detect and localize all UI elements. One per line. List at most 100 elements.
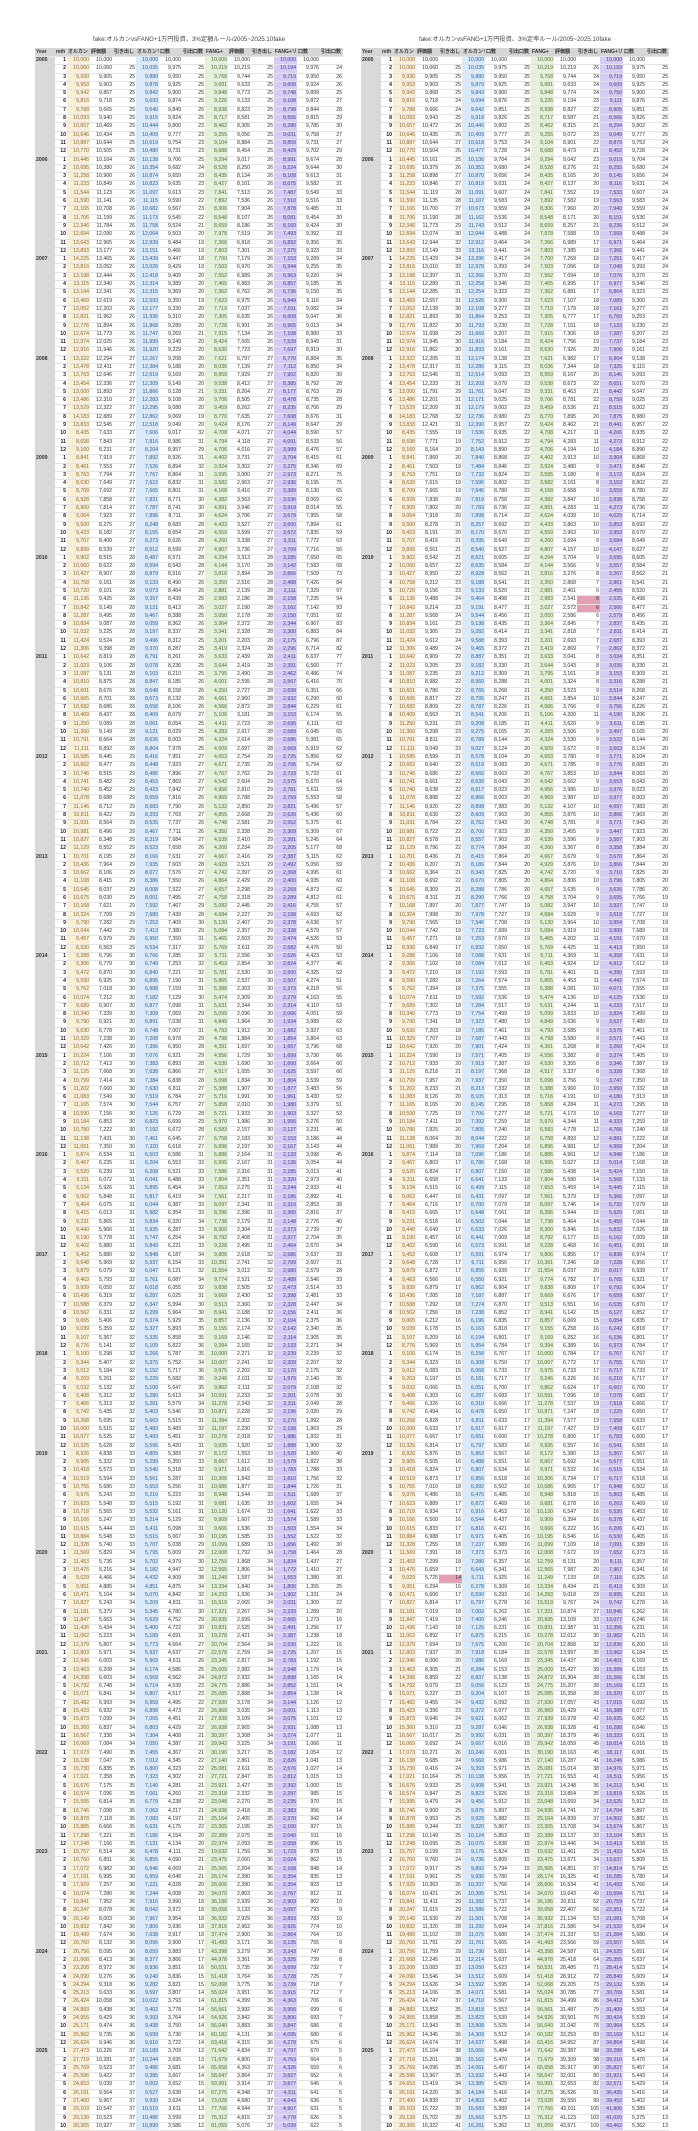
fang-units-cell[interactable]: 1,554	[297, 1525, 320, 1534]
column-header[interactable]: FANG+リ	[274, 48, 297, 57]
year-cell[interactable]	[35, 1242, 55, 1252]
acwi-after-withdrawal-cell[interactable]: 9,642	[462, 106, 485, 116]
column-header[interactable]: オルカンリ	[462, 48, 485, 57]
year-cell[interactable]	[35, 288, 55, 298]
acwi-withdrawn-units-cell[interactable]: 26	[182, 844, 205, 854]
acwi-price-cell[interactable]: 10,718	[67, 1508, 90, 1518]
fang-after-withdrawal-cell[interactable]: 2,866	[274, 570, 297, 580]
fang-withdrawn-units-cell[interactable]: 23	[646, 313, 669, 323]
acwi-units-cell[interactable]: 9,583	[485, 197, 508, 207]
fang-value-cell[interactable]: 2,338	[228, 828, 251, 837]
fang-value-cell[interactable]: 2,332	[228, 1790, 251, 1800]
acwi-withdrawn-units-cell[interactable]: 14	[182, 1989, 205, 1999]
acwi-after-withdrawal-cell[interactable]: 7,484	[462, 463, 485, 472]
fang-units-cell[interactable]: 9,516	[297, 197, 320, 207]
fang-units-cell[interactable]: 1,992	[297, 1417, 320, 1427]
year-cell[interactable]	[35, 429, 55, 439]
fang-price-cell[interactable]: 7,362	[531, 288, 554, 298]
acwi-after-withdrawal-cell[interactable]: 5,280	[136, 1392, 159, 1402]
acwi-units-cell[interactable]: 9,169	[159, 371, 182, 381]
acwi-units-cell[interactable]: 3,681	[159, 2064, 182, 2074]
fang-value-cell[interactable]: 2,190	[228, 604, 251, 613]
acwi-value-cell[interactable]: 7,621	[90, 902, 113, 912]
fang-units-cell[interactable]: 8,802	[623, 479, 646, 489]
fang-price-cell[interactable]: 10,686	[205, 1483, 228, 1493]
acwi-withdrawn-units-cell[interactable]: 28	[182, 562, 205, 572]
fang-units-cell[interactable]: 4,995	[297, 869, 320, 879]
fang-value-cell[interactable]: 3,217	[228, 1749, 251, 1758]
acwi-units-cell[interactable]: 3,990	[159, 1898, 182, 1908]
fang-units-cell[interactable]: 1,000	[297, 1782, 320, 1792]
fang-price-cell[interactable]: 4,001	[205, 678, 228, 688]
fang-units-cell[interactable]: 9,323	[297, 247, 320, 257]
acwi-price-cell[interactable]: 10,810	[67, 678, 90, 688]
month-cell[interactable]: 8	[55, 1608, 67, 1617]
fang-units-cell[interactable]: 1,041	[297, 1757, 320, 1767]
acwi-price-cell[interactable]: 13,816	[393, 263, 416, 273]
acwi-withdrawn-units-cell[interactable]: 32	[182, 969, 205, 978]
year-cell[interactable]	[35, 1143, 55, 1152]
acwi-withdrawal-cell[interactable]: 32	[113, 1251, 136, 1261]
fang-value-cell[interactable]: 1,587	[228, 1574, 251, 1584]
fang-units-cell[interactable]: 4,693	[297, 911, 320, 920]
acwi-value-cell[interactable]: 8,037	[90, 886, 113, 896]
fang-units-cell[interactable]: 9,777	[623, 131, 646, 140]
year-cell[interactable]	[361, 662, 381, 671]
fang-after-withdrawal-cell[interactable]: 3,904	[600, 454, 623, 464]
month-cell[interactable]: 3	[55, 670, 67, 680]
acwi-value-cell[interactable]: 7,838	[416, 496, 439, 506]
fang-units-cell[interactable]: 4,423	[297, 952, 320, 962]
acwi-value-cell[interactable]: 6,079	[90, 1267, 113, 1277]
fang-value-cell[interactable]: 2,230	[228, 1425, 251, 1435]
fang-after-withdrawal-cell[interactable]: 3,847	[274, 2022, 297, 2032]
month-cell[interactable]: 6	[55, 894, 67, 904]
fang-units-cell[interactable]: 2,546	[297, 1276, 320, 1285]
acwi-withdrawal-cell[interactable]: 27	[113, 421, 136, 431]
year-cell[interactable]	[35, 1682, 55, 1691]
acwi-units-cell[interactable]: 8,736	[485, 504, 508, 514]
acwi-after-withdrawal-cell[interactable]: 8,673	[136, 695, 159, 705]
acwi-units-cell[interactable]: 9,047	[485, 388, 508, 398]
acwi-withdrawal-cell[interactable]: 31	[113, 1218, 136, 1227]
acwi-price-cell[interactable]: 19,841	[67, 1898, 90, 1908]
year-cell[interactable]	[35, 1558, 55, 1567]
acwi-price-cell[interactable]: 9,953	[393, 81, 416, 91]
fang-price-cell[interactable]: 4,324	[205, 736, 228, 746]
fang-value-cell[interactable]: 3,276	[554, 570, 577, 580]
year-cell[interactable]	[35, 1259, 55, 1268]
acwi-units-cell[interactable]: 6,672	[159, 1126, 182, 1136]
month-cell[interactable]: 11	[55, 2031, 67, 2040]
acwi-price-cell[interactable]: 10,427	[67, 570, 90, 580]
month-cell[interactable]: 10	[381, 529, 393, 539]
fang-value-cell[interactable]: 6,989	[228, 272, 251, 282]
acwi-price-cell[interactable]: 11,087	[393, 670, 416, 680]
fang-price-cell[interactable]: 8,688	[531, 147, 554, 157]
acwi-after-withdrawal-cell[interactable]: 7,083	[136, 1815, 159, 1825]
month-cell[interactable]: 8	[55, 413, 67, 423]
acwi-after-withdrawal-cell[interactable]: 9,597	[136, 1989, 159, 1999]
acwi-value-cell[interactable]: 9,940	[90, 114, 113, 124]
acwi-value-cell[interactable]: 11,698	[416, 330, 439, 340]
fang-after-withdrawal-cell[interactable]: 2,931	[274, 1724, 297, 1733]
fang-withdrawn-units-cell[interactable]: 34	[320, 1525, 343, 1534]
fang-units-cell[interactable]: 9,047	[623, 388, 646, 398]
acwi-price-cell[interactable]: 10,720	[393, 587, 416, 597]
acwi-price-cell[interactable]: 11,233	[393, 180, 416, 190]
fang-value-cell[interactable]: 3,527	[228, 521, 251, 530]
fang-after-withdrawal-cell[interactable]: 2,133	[274, 1342, 297, 1352]
fang-withdrawn-units-cell[interactable]: 12	[320, 1699, 343, 1709]
fang-after-withdrawal-cell[interactable]: 1,956	[274, 1118, 297, 1128]
acwi-price-cell[interactable]: 10,642	[393, 653, 416, 663]
acwi-withdrawal-cell[interactable]: 24	[439, 612, 462, 622]
acwi-price-cell[interactable]: 11,328	[67, 1541, 90, 1551]
fang-units-cell[interactable]: 1,932	[297, 1433, 320, 1443]
month-cell[interactable]: 9	[55, 2014, 67, 2024]
year-cell[interactable]	[35, 1856, 55, 1866]
acwi-value-cell[interactable]: 8,231	[90, 446, 113, 456]
acwi-value-cell[interactable]: 5,736	[90, 1558, 113, 1568]
fang-after-withdrawal-cell[interactable]: 4,797	[274, 2047, 297, 2057]
acwi-price-cell[interactable]: 9,160	[67, 446, 90, 456]
acwi-value-cell[interactable]: 10,060	[90, 64, 113, 74]
acwi-withdrawal-cell[interactable]: 29	[113, 894, 136, 904]
fang-value-cell[interactable]: 6,762	[228, 288, 251, 298]
